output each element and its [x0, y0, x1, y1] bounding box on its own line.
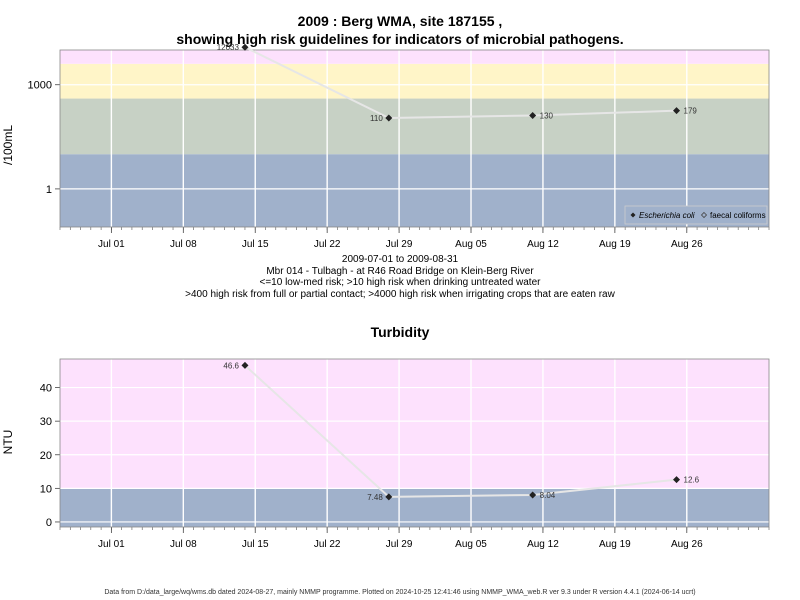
x-tick-label: Jul 15: [242, 539, 269, 550]
x-tick-label: Aug 26: [671, 239, 703, 250]
legend-ecoli-label: Escherichia coli: [639, 211, 695, 220]
plot-frame: [59, 49, 770, 228]
series-line: [244, 364, 677, 498]
chart-title-line1: 2009 : Berg WMA, site 187155 ,: [297, 13, 503, 29]
data-point: [385, 114, 393, 122]
x-tick-label: Aug 05: [455, 539, 487, 550]
data-point: [385, 493, 393, 501]
x-tick-label: Aug 19: [599, 539, 631, 550]
data-point: [673, 107, 681, 115]
x-tick-label: Jul 22: [314, 239, 341, 250]
x-tick-label: Jul 22: [314, 539, 341, 550]
legend-box: [624, 205, 768, 225]
y-tick-label: 1000: [28, 80, 52, 92]
data-point: [529, 491, 537, 499]
caption-drinking-guideline: <=10 low-med risk; >10 high risk when dr…: [259, 277, 541, 288]
x-tick-label: Jul 01: [98, 539, 125, 550]
guideline-band-4: [60, 50, 769, 64]
guideline-band-1: [60, 488, 769, 527]
y-tick-label: 0: [46, 517, 52, 529]
y-tick-label: 30: [40, 416, 52, 428]
x-tick-label: Jul 29: [386, 239, 413, 250]
data-label: 179: [684, 107, 698, 116]
y-tick-label: 40: [40, 383, 52, 395]
x-tick-label: Jul 15: [242, 239, 269, 250]
chart-caption: 2009-07-01 to 2009-08-31 Mbr 014 - Tulba…: [0, 254, 800, 300]
guideline-band-2: [60, 359, 769, 489]
x-tick-label: Aug 05: [455, 239, 487, 250]
legend-faecal-label: faecal coliforms: [710, 211, 766, 220]
x-tick-label: Aug 19: [599, 239, 631, 250]
x-tick-label: Jul 08: [170, 539, 197, 550]
data-label: 8.04: [540, 491, 556, 500]
series-line: [244, 46, 677, 120]
x-tick-label: Jul 29: [386, 539, 413, 550]
guideline-band-3: [60, 63, 769, 99]
plot-frame: [59, 358, 770, 528]
data-label: 46.6: [223, 361, 239, 370]
data-point: [241, 43, 249, 51]
x-tick-label: Jul 08: [170, 239, 197, 250]
turbidity-chart: Jul 01 Jul 08 Jul 15 Jul 22 Jul 29 Aug 05 Aug …: [40, 358, 770, 550]
legend-ecoli-marker: [630, 212, 636, 218]
caption-date-range: 2009-07-01 to 2009-08-31: [341, 254, 459, 265]
x-tick-label: Jul 01: [98, 239, 125, 250]
footer-note: Data from D:/data_large/wq/wms.db dated …: [104, 589, 696, 596]
y-tick-label: 20: [40, 450, 52, 462]
guideline-band-2: [60, 98, 769, 155]
turbidity-chart-title: Turbidity: [370, 324, 430, 340]
chart-title-line2: showing high risk guidelines for indicat…: [176, 31, 624, 47]
data-label: 7.48: [367, 493, 383, 502]
caption-site: Mbr 014 - Tulbagh - at R46 Road Bridge o…: [266, 265, 534, 277]
x-tick-label: Aug 26: [671, 539, 703, 550]
data-point: [529, 111, 537, 119]
x-tick-label: Aug 12: [527, 539, 559, 550]
y-tick-label: 1: [46, 184, 52, 196]
x-tick-label: Aug 12: [527, 239, 559, 250]
data-label: 110: [370, 114, 383, 123]
ecoli-chart: Jul 01 Jul 08 Jul 15 Jul 22 Jul 29 Aug 05 Aug …: [28, 43, 770, 250]
data-label: 12.6: [684, 476, 700, 485]
legend-faecal-marker: [700, 211, 708, 219]
y-tick-label: 10: [40, 483, 52, 495]
data-label: 12033: [217, 43, 240, 52]
data-label: 130: [540, 111, 554, 120]
caption-contact-guideline: >400 high risk from full or partial cont…: [185, 288, 615, 300]
data-point: [241, 361, 249, 369]
data-point: [673, 476, 681, 484]
